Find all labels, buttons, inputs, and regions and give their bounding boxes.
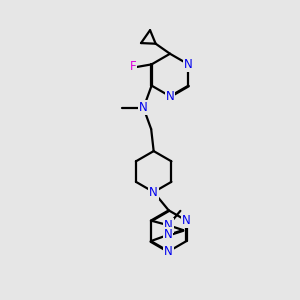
Text: N: N [182,214,191,227]
Text: N: N [164,219,173,232]
Text: N: N [164,228,172,242]
Text: N: N [164,245,173,258]
Text: N: N [166,90,174,103]
Text: N: N [184,58,193,71]
Text: N: N [149,186,158,199]
Text: N: N [139,101,148,114]
Text: F: F [130,60,136,74]
